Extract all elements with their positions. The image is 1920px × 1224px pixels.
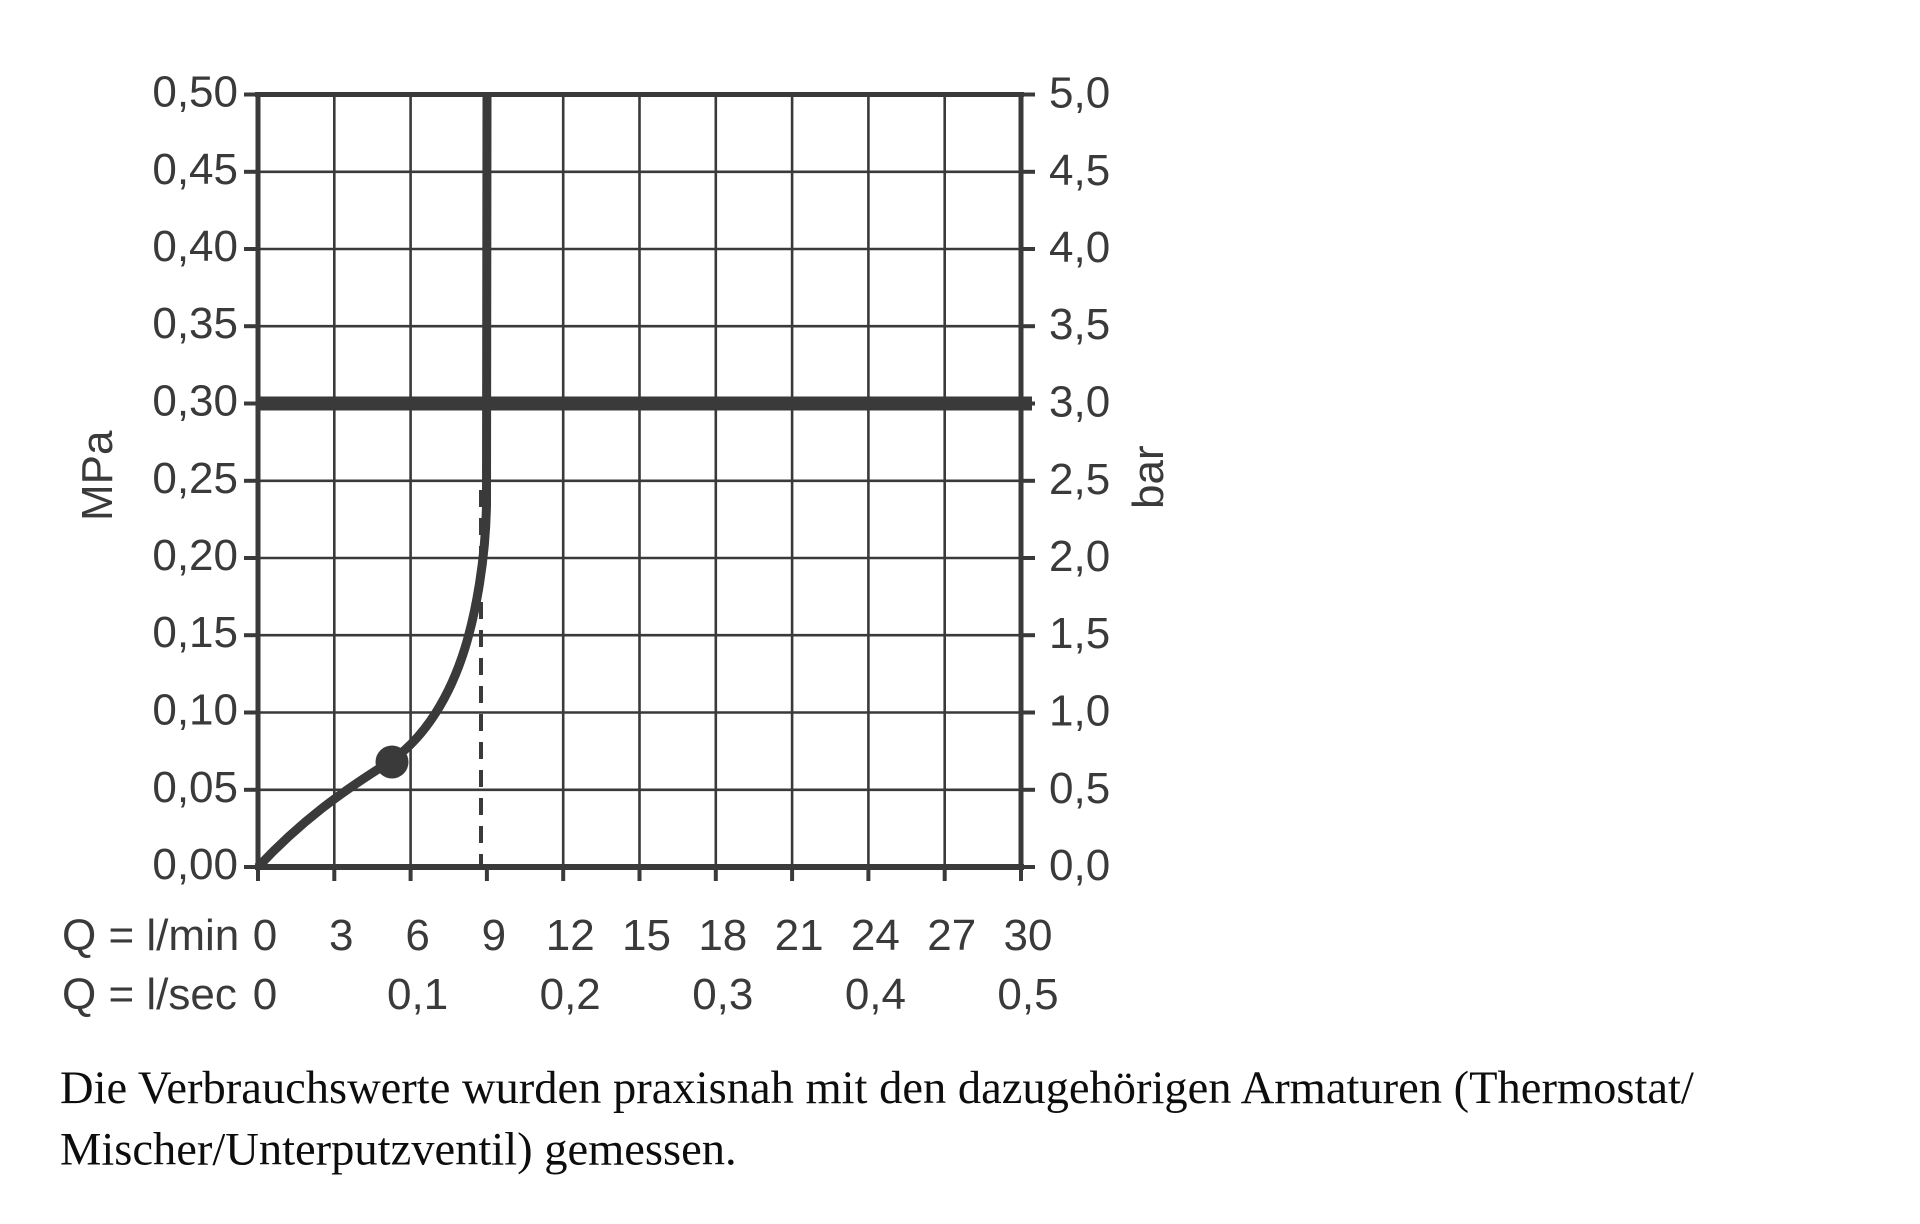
svg-text:0: 0 <box>253 970 277 1019</box>
svg-text:0,5: 0,5 <box>1049 764 1110 813</box>
svg-text:15: 15 <box>622 911 671 960</box>
svg-text:0,45: 0,45 <box>152 145 238 194</box>
svg-text:27: 27 <box>927 911 976 960</box>
svg-text:0,5: 0,5 <box>997 970 1058 1019</box>
svg-text:0,25: 0,25 <box>152 454 238 503</box>
svg-text:0,4: 0,4 <box>845 970 906 1019</box>
svg-text:0,40: 0,40 <box>152 222 238 271</box>
svg-text:Mischer/Unterputzventil) gemes: Mischer/Unterputzventil) gemessen. <box>60 1125 737 1176</box>
svg-text:0,50: 0,50 <box>152 68 238 117</box>
svg-text:Q = l/min: Q = l/min <box>62 911 239 960</box>
svg-text:0,3: 0,3 <box>692 970 753 1019</box>
svg-text:0,35: 0,35 <box>152 299 238 348</box>
svg-text:3,5: 3,5 <box>1049 300 1110 349</box>
svg-text:21: 21 <box>775 911 824 960</box>
svg-text:1,5: 1,5 <box>1049 609 1110 658</box>
svg-text:0,30: 0,30 <box>152 377 238 426</box>
svg-text:4,0: 4,0 <box>1049 223 1110 272</box>
svg-text:Q = l/sec: Q = l/sec <box>62 970 237 1019</box>
svg-text:MPa: MPa <box>73 430 122 521</box>
svg-text:0,1: 0,1 <box>387 970 448 1019</box>
svg-text:0,15: 0,15 <box>152 608 238 657</box>
svg-text:1,0: 1,0 <box>1049 687 1110 736</box>
svg-text:0,05: 0,05 <box>152 763 238 812</box>
svg-text:6: 6 <box>405 911 429 960</box>
svg-text:2,0: 2,0 <box>1049 532 1110 581</box>
svg-text:2,5: 2,5 <box>1049 455 1110 504</box>
svg-text:3: 3 <box>329 911 353 960</box>
svg-text:0,20: 0,20 <box>152 531 238 580</box>
svg-text:Die Verbrauchswerte wurden pra: Die Verbrauchswerte wurden praxisnah mit… <box>60 1063 1694 1114</box>
svg-text:3,0: 3,0 <box>1049 378 1110 427</box>
svg-text:0: 0 <box>253 911 277 960</box>
svg-text:bar: bar <box>1124 445 1173 509</box>
svg-text:0,10: 0,10 <box>152 686 238 735</box>
svg-text:0,00: 0,00 <box>152 840 238 889</box>
svg-text:0,2: 0,2 <box>540 970 601 1019</box>
svg-text:5,0: 5,0 <box>1049 69 1110 118</box>
svg-text:24: 24 <box>851 911 900 960</box>
svg-text:12: 12 <box>546 911 595 960</box>
svg-text:0,0: 0,0 <box>1049 841 1110 890</box>
svg-text:4,5: 4,5 <box>1049 146 1110 195</box>
svg-text:9: 9 <box>482 911 506 960</box>
svg-text:18: 18 <box>698 911 747 960</box>
svg-text:30: 30 <box>1004 911 1053 960</box>
